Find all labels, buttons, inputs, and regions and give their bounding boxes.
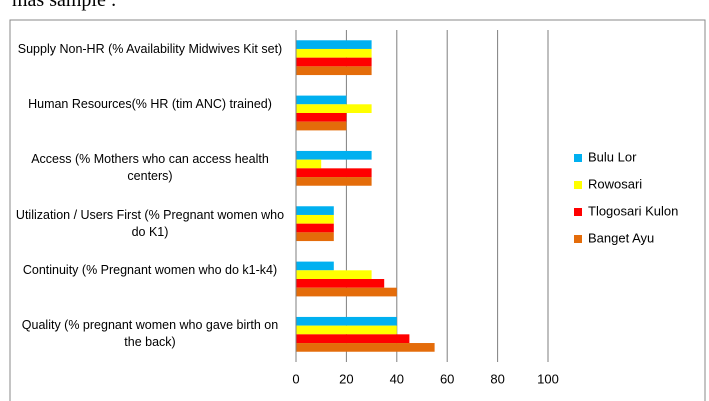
bar xyxy=(296,113,347,122)
legend-swatch xyxy=(574,181,582,189)
bar xyxy=(296,121,347,131)
bar xyxy=(296,270,372,279)
y-tick-label: Continuity (% Pregnant women who do k1-k… xyxy=(22,263,278,277)
chart-border xyxy=(9,19,706,401)
bar xyxy=(296,95,347,105)
legend-swatch xyxy=(574,154,582,162)
bar xyxy=(296,150,372,160)
bar xyxy=(296,214,334,224)
x-tick-label: 0 xyxy=(292,371,299,386)
bar xyxy=(296,177,372,186)
legend-swatch xyxy=(574,208,582,216)
bar xyxy=(296,40,372,49)
y-tick-label: Access (% Mothers who can access health … xyxy=(31,152,269,184)
x-tick-label: 80 xyxy=(490,371,504,386)
bar xyxy=(296,316,397,326)
bar xyxy=(296,287,397,297)
bar xyxy=(296,223,334,233)
bar xyxy=(296,48,372,58)
bar xyxy=(296,334,410,344)
bar xyxy=(296,206,334,215)
legend-label: Bulu Lor xyxy=(588,149,637,164)
bar xyxy=(296,279,385,288)
bar xyxy=(296,168,372,178)
x-tick-label: 40 xyxy=(390,371,404,386)
bar xyxy=(296,261,334,271)
legend-label: Rowosari xyxy=(588,176,642,191)
y-tick-label: Supply Non-HR (% Availability Midwives K… xyxy=(17,41,283,56)
legend-label: Banget Ayu xyxy=(588,230,654,245)
legend-swatch xyxy=(574,235,582,243)
bar xyxy=(296,104,372,113)
bar xyxy=(296,57,372,67)
bar xyxy=(296,343,435,352)
bar xyxy=(296,325,397,335)
x-tick-label: 20 xyxy=(339,371,353,386)
caption: mas sample : xyxy=(12,0,117,11)
bar xyxy=(296,232,334,242)
bar xyxy=(296,159,322,169)
x-tick-label: 60 xyxy=(440,371,454,386)
x-tick-label: 100 xyxy=(537,371,559,386)
legend-label: Tlogosari Kulon xyxy=(588,203,678,218)
y-tick-label: Utilization / Users First (% Pregnant wo… xyxy=(15,207,285,239)
y-tick-label: Human Resources(% HR (tim ANC) trained) xyxy=(28,97,272,111)
bar xyxy=(296,66,372,76)
y-tick-label: Quality (% pregnant women who gave birth… xyxy=(21,318,279,350)
